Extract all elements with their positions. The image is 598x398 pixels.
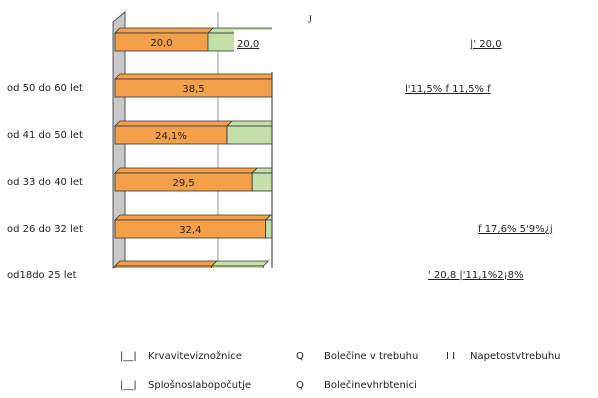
legend-marker: |__| [120, 380, 137, 391]
category-label: od 41 do 50 let [7, 130, 83, 141]
value-label: 32,4 [179, 225, 201, 236]
bars [114, 27, 352, 268]
bar-top [251, 167, 272, 174]
value-label: 20,0 [150, 38, 172, 49]
category-label: od18do 25 let [7, 270, 77, 281]
bar-top [294, 74, 352, 79]
bar [226, 125, 272, 145]
annotation: ' 20,8 |'11,1%2¡8% [428, 270, 524, 281]
annotation: l'11,5% f 11,5% f [405, 84, 491, 95]
category-label: od 33 do 40 let [7, 177, 83, 188]
annotation: J [308, 14, 312, 25]
legend-marker: Q [296, 380, 304, 391]
annotation: f 17,6% 5'9%¿j [478, 224, 553, 235]
value-label: 38,5 [182, 84, 204, 95]
legend-label: Krvaviteviznožnice [148, 350, 242, 362]
bar [114, 265, 213, 268]
value-label: 20,0 [237, 39, 259, 50]
legend-marker: |__| [120, 351, 137, 362]
bar-top [114, 214, 272, 221]
bar [114, 78, 272, 98]
bar [211, 265, 264, 268]
bar-top [114, 73, 272, 80]
legend-label: Splošnoslabopočutje [148, 379, 251, 391]
category-label: od 50 do 60 let [7, 83, 83, 94]
annotation: |' 20,0 [470, 39, 502, 50]
bar [294, 79, 347, 97]
bar [265, 219, 272, 239]
bar-top [114, 120, 234, 127]
legend-label: Napetostvtrebuhu [470, 351, 561, 362]
bar-top [114, 260, 218, 267]
label-bg [234, 30, 274, 52]
bar-top [264, 214, 272, 221]
legend-marker: I I [446, 351, 455, 362]
bar-top [210, 260, 270, 267]
bar-top [114, 27, 214, 34]
legend-label: Bolečinevhrbtenici [324, 379, 417, 391]
bar-top [226, 120, 272, 127]
legend-label: Bolečine v trebuhu [324, 350, 418, 362]
bar-top [114, 167, 259, 174]
category-label: od 26 do 32 let [7, 224, 83, 235]
value-label: 24,1% [155, 131, 187, 142]
bar [251, 172, 272, 192]
legend-marker: Q [296, 351, 304, 362]
value-label: 29,5 [172, 178, 194, 189]
